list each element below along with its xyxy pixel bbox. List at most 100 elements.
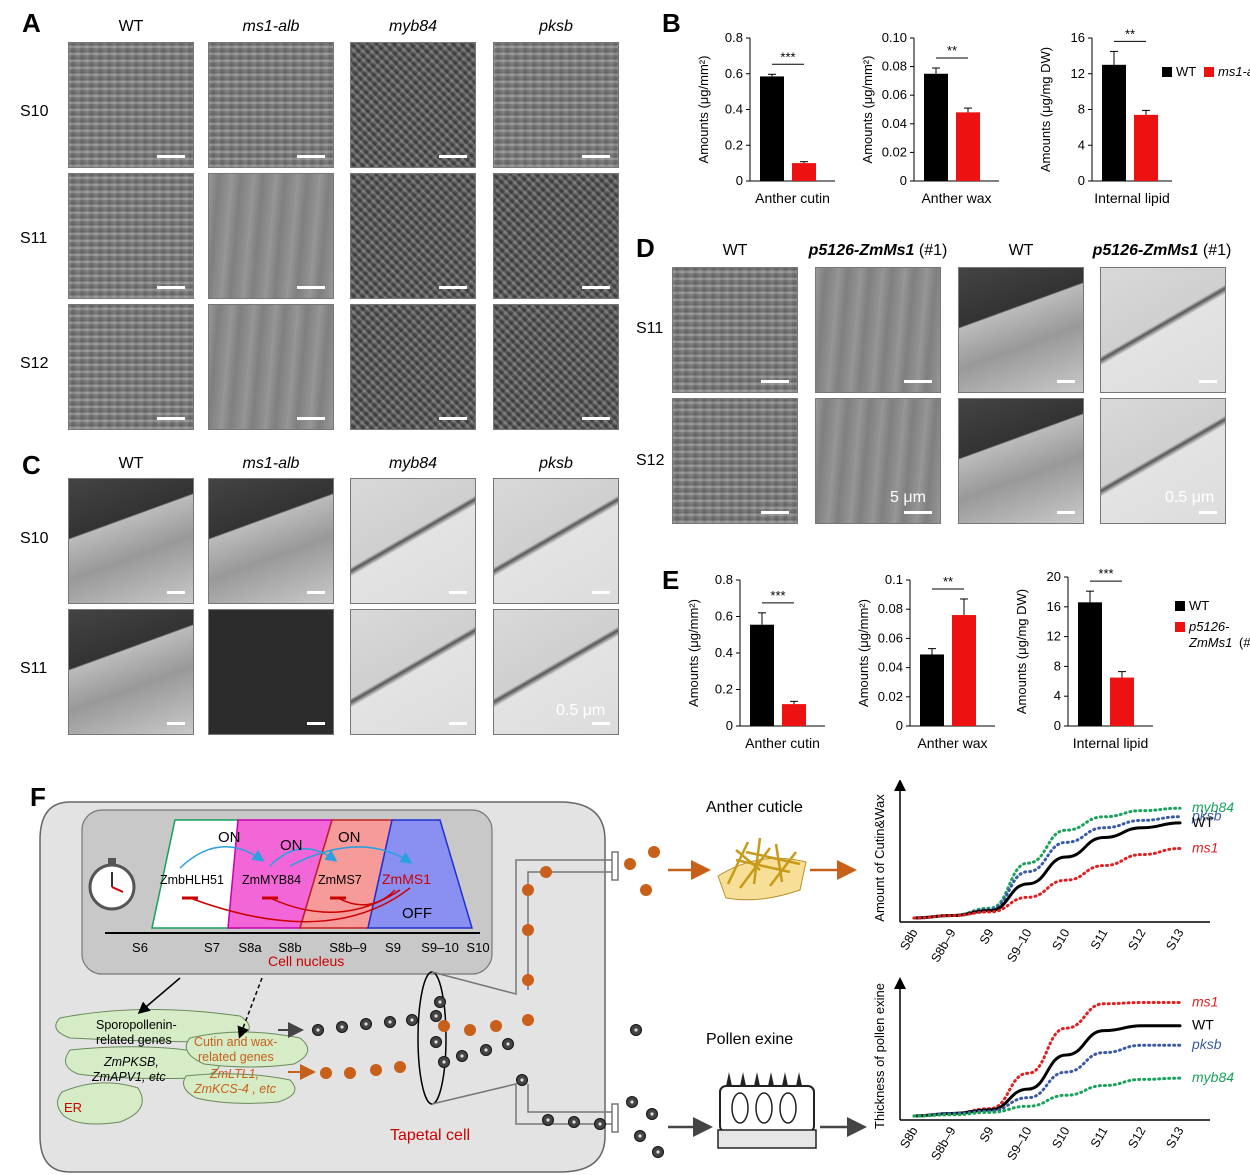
on-label-3: ON — [338, 829, 361, 846]
row-label-s11: S11 — [20, 230, 48, 247]
series-line-ms1 — [912, 1001, 1182, 1118]
bar — [924, 73, 948, 181]
sem-image — [208, 173, 334, 299]
stage-label: S6 — [132, 940, 148, 955]
x-tick-label: S8b — [897, 1124, 920, 1150]
x-tick-label: S12 — [1125, 926, 1148, 952]
sporopollenin-dot-core — [656, 1150, 660, 1154]
col-label-wt: WT — [118, 18, 144, 35]
pollen-exine-label: Pollen exine — [706, 1031, 793, 1048]
sem-image — [208, 42, 334, 168]
lipid-dot — [540, 866, 552, 878]
y-tick-label: 0.8 — [725, 30, 743, 45]
y-tick-label: 0.06 — [882, 87, 907, 102]
legend: WT p5126-ZmMs1 (#1) — [1175, 598, 1250, 650]
series-line-myb84 — [912, 1076, 1182, 1118]
panel-label-f: F — [30, 782, 46, 812]
legend-label-mutant-2: ZmMs1 — [1188, 635, 1232, 650]
row-label-s12: S12 — [636, 452, 665, 469]
stage-label: S7 — [204, 940, 220, 955]
y-tick-label: 0.02 — [882, 144, 907, 159]
sporopollenin-dot-core — [650, 1112, 654, 1116]
row-label-s10: S10 — [20, 530, 49, 547]
y-axis-label: Amount of Cutin&Wax — [872, 794, 887, 922]
sem-image — [672, 267, 798, 393]
lipid-dot — [624, 858, 636, 870]
x-tick-label: S13 — [1163, 1124, 1186, 1150]
scale-text: 0.5 μm — [556, 702, 606, 719]
lipid-dot — [370, 1064, 382, 1076]
y-tick-label: 8 — [1054, 658, 1061, 673]
cutin-label-1: Cutin and wax- — [194, 1035, 277, 1049]
stage-label: S9–10 — [421, 940, 459, 955]
significance-label: ** — [947, 43, 957, 58]
stage-label: S9 — [385, 940, 401, 955]
cell-nucleus-label: Cell nucleus — [268, 953, 344, 969]
series-label-pksb: pksb — [1191, 1036, 1222, 1052]
y-tick-label: 4 — [1054, 688, 1061, 703]
significance-label: *** — [770, 588, 785, 603]
bar-charts: 0 0.2 0.4 0.6 0.8 Amounts (μg/mm²) Anther cuti… — [686, 26, 1250, 751]
cutin-genes-2: ZmKCS-4 , etc — [193, 1082, 277, 1096]
tem-image — [208, 609, 334, 735]
legend-label-wt: WT — [1189, 598, 1209, 613]
y-tick-label: 0.8 — [715, 572, 733, 587]
sporopollenin-dot-core — [634, 1028, 638, 1032]
series-label-ms1: ms1 — [1192, 994, 1218, 1010]
sem-image — [68, 173, 194, 299]
panel-label-d: D — [636, 233, 655, 263]
lipid-dot — [648, 846, 660, 858]
sem-image — [672, 398, 798, 524]
y-tick-label: 8 — [1078, 102, 1085, 117]
stage-zone-ms1 — [367, 819, 474, 929]
gene-zmbhlh51: ZmbHLH51 — [160, 873, 224, 887]
tem-image — [350, 478, 476, 604]
y-tick-label: 0.04 — [878, 660, 903, 675]
col-label-wt: WT — [118, 455, 144, 472]
gene-zmms1: ZmMS1 — [382, 871, 431, 887]
x-axis-label: Anther cutin — [755, 190, 830, 206]
sem-image — [68, 304, 194, 430]
lipid-dot — [522, 884, 534, 896]
sporopollenin-dot-core — [438, 1000, 442, 1004]
legend-swatch-mutant — [1204, 67, 1214, 77]
bar-chart-e1: 0 0.2 0.4 0.6 0.8 Amounts (μg/mm²) Anther cuti… — [686, 572, 825, 751]
series-label-myb84: myb84 — [1192, 1069, 1234, 1085]
bar — [920, 654, 944, 726]
y-axis-label: Amounts (μg/mm²) — [686, 599, 701, 707]
legend-swatch-mutant — [1175, 622, 1185, 632]
x-axis-label: Internal lipid — [1094, 190, 1170, 206]
tem-image: 0.5 μm — [1100, 398, 1226, 524]
sporopollenin-dot-core — [434, 1040, 438, 1044]
x-tick-label: S9–10 — [1004, 1124, 1034, 1162]
series-label-ms1: ms1 — [1192, 839, 1218, 855]
y-tick-label: 12 — [1071, 66, 1085, 81]
tem-image — [68, 478, 194, 604]
sporopollenin-dot-core — [316, 1028, 320, 1032]
col-label-wt: WT — [722, 242, 748, 259]
tapetal-cell-label: Tapetal cell — [390, 1127, 470, 1144]
sporo-genes-1: ZmPKSB, — [103, 1055, 159, 1069]
tem-image — [68, 609, 194, 735]
sporopollenin-dot-core — [410, 1018, 414, 1022]
gene-zmmyb84: ZmMYB84 — [242, 873, 301, 887]
bar — [952, 615, 976, 726]
series-label-pksb: pksb — [1191, 808, 1222, 824]
legend-label-mutant-3: (#1) — [1239, 635, 1250, 650]
x-tick-label: S8b — [897, 926, 920, 952]
sem-image — [208, 304, 334, 430]
significance-label: ** — [1125, 26, 1135, 41]
y-tick-label: 0 — [1078, 173, 1085, 188]
row-label-s11: S11 — [20, 660, 48, 677]
x-tick-label: S11 — [1088, 926, 1111, 951]
sporopollenin-dot-core — [638, 1134, 642, 1138]
legend-swatch-wt — [1162, 67, 1172, 77]
tem-image — [493, 478, 619, 604]
y-tick-label: 4 — [1078, 137, 1085, 152]
lipid-dot — [640, 884, 652, 896]
y-tick-label: 0.6 — [715, 609, 733, 624]
panel-label-b: B — [662, 8, 681, 38]
on-label-2: ON — [280, 837, 303, 854]
bar-chart-b2: 0 0.02 0.04 0.06 0.08 0.10 Amounts (μg/mm²) Ant… — [860, 30, 999, 206]
stopwatch-icon — [88, 858, 136, 911]
